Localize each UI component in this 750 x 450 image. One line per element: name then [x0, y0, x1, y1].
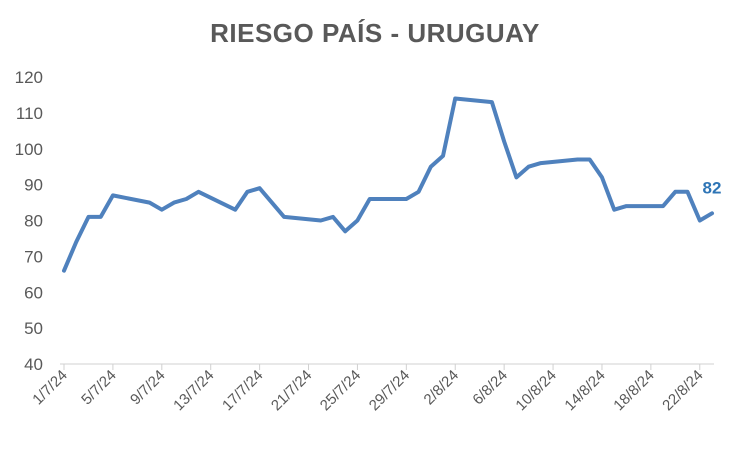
x-tick-label: 10/8/24 — [512, 367, 559, 414]
y-tick-label: 90 — [24, 176, 43, 195]
data-labels: 82 — [703, 178, 722, 197]
y-axis-ticks: 40 50 60 70 80 90 100 110 120 — [15, 68, 43, 374]
y-tick-label: 80 — [24, 212, 43, 231]
x-tick-label: 2/8/24 — [421, 367, 463, 409]
x-tick-label: 17/7/24 — [219, 367, 266, 414]
x-tick-label: 29/7/24 — [366, 367, 413, 414]
y-tick-label: 60 — [24, 283, 43, 302]
x-axis-ticks: 1/7/24 5/7/24 9/7/24 13/7/24 17/7/24 21/7/24 2… — [29, 364, 707, 414]
x-tick-label: 13/7/24 — [170, 367, 217, 414]
y-tick-label: 40 — [24, 355, 43, 374]
x-tick-label: 25/7/24 — [317, 367, 364, 414]
y-tick-label: 120 — [15, 68, 43, 87]
x-tick-label: 22/8/24 — [659, 367, 706, 414]
series-line — [62, 96, 714, 273]
y-tick-label: 70 — [24, 247, 43, 266]
x-tick-label: 14/8/24 — [561, 367, 608, 414]
y-tick-label: 50 — [24, 319, 43, 338]
x-tick-label: 9/7/24 — [127, 367, 169, 409]
y-tick-label: 100 — [15, 140, 43, 159]
data-label: 82 — [703, 178, 722, 197]
x-tick-label: 6/8/24 — [469, 367, 511, 409]
x-tick-label: 21/7/24 — [268, 367, 315, 414]
chart-title: RIESGO PAÍS - URUGUAY — [210, 18, 540, 48]
x-tick-label: 5/7/24 — [78, 367, 120, 409]
y-tick-label: 110 — [16, 104, 43, 123]
x-tick-label: 18/8/24 — [610, 367, 657, 414]
